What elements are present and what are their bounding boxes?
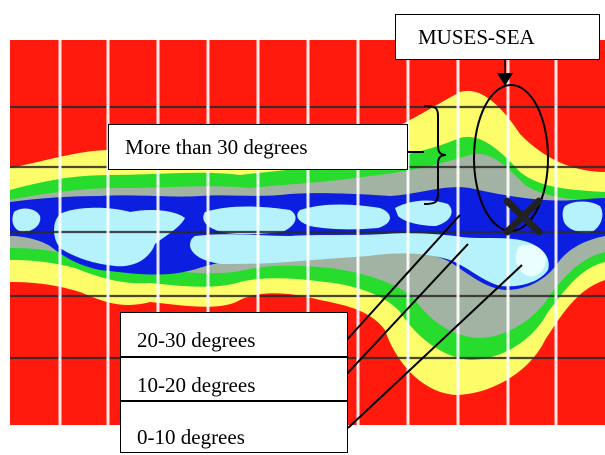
range-10-20-label: 10-20 degrees <box>120 357 348 401</box>
landing-site-x-mark <box>503 197 543 236</box>
range-20-30-label: 20-30 degrees <box>120 312 348 357</box>
muses-sea-arrow <box>497 60 513 86</box>
region-light-blue-3 <box>203 206 296 235</box>
more-than-30-brace <box>423 105 447 205</box>
region-light-blue-7 <box>562 201 603 233</box>
region-white-core <box>515 244 546 277</box>
muses-sea-label: MUSES-SEA <box>395 14 600 60</box>
region-light-blue-4 <box>297 204 390 230</box>
region-light-blue-1 <box>12 208 41 232</box>
range-0-10-label: 0-10 degrees <box>120 401 348 453</box>
more-than-30-degrees-label: More than 30 degrees <box>108 124 408 170</box>
region-light-blue-2 <box>54 207 185 267</box>
range-leader-lines <box>343 214 523 429</box>
